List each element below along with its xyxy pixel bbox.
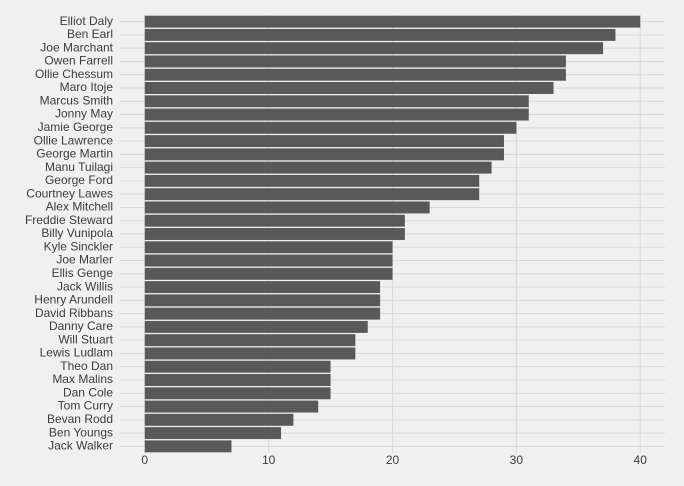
y-tick-label: Owen Farrell	[44, 54, 113, 68]
y-tick-label: Lewis Ludlam	[40, 346, 113, 360]
bar	[144, 201, 430, 214]
y-tick-label: Bevan Rodd	[47, 412, 113, 426]
y-tick-label: Alex Mitchell	[46, 200, 113, 214]
bar	[144, 241, 393, 254]
bar	[144, 55, 566, 68]
y-tick-label: Jonny May	[55, 107, 113, 121]
y-tick-label: Max Malins	[52, 372, 113, 386]
bar	[144, 427, 282, 440]
bar	[144, 267, 393, 280]
y-tick-label: Billy Vunipola	[41, 226, 113, 240]
y-tick-label: Ben Youngs	[49, 425, 113, 439]
bar	[144, 174, 480, 187]
bar	[144, 440, 232, 453]
bar	[144, 214, 405, 227]
bar	[144, 15, 641, 28]
x-tick-label: 0	[141, 453, 148, 467]
y-tick-label: Manu Tuilagi	[45, 160, 113, 174]
bar	[144, 148, 504, 161]
bar	[144, 121, 517, 134]
bar	[144, 68, 566, 81]
y-tick-label: Theo Dan	[60, 359, 113, 373]
bar	[144, 254, 393, 267]
y-tick-label: Will Stuart	[58, 332, 113, 346]
y-tick-label: Jamie George	[38, 120, 114, 134]
y-tick-label: Ollie Lawrence	[34, 133, 114, 147]
y-tick-label: Joe Marler	[56, 253, 113, 267]
y-tick-label: Elliot Daly	[60, 14, 113, 28]
y-tick-label: Henry Arundell	[34, 293, 113, 307]
bar	[144, 400, 319, 413]
bar	[144, 374, 331, 386]
x-tick-label: 20	[386, 453, 400, 467]
bar	[144, 228, 405, 240]
y-tick-label: Maro Itoje	[60, 80, 114, 94]
y-tick-label: Tom Curry	[58, 399, 113, 413]
bar	[144, 294, 381, 307]
bar	[144, 135, 504, 148]
y-tick-label: Freddie Steward	[25, 213, 113, 227]
bar	[144, 95, 529, 108]
y-tick-label: Jack Willis	[57, 279, 113, 293]
bar	[144, 334, 356, 347]
bar	[144, 82, 554, 94]
x-tick-label: 40	[634, 453, 648, 467]
y-tick-label: Kyle Sinckler	[44, 239, 113, 253]
y-tick-label: Ben Earl	[67, 27, 113, 41]
y-tick-label: Joe Marchant	[40, 40, 113, 54]
bar	[144, 42, 604, 55]
bar	[144, 28, 616, 41]
bar	[144, 108, 529, 121]
bar	[144, 161, 492, 174]
x-tick-label: 30	[510, 453, 524, 467]
y-tick-label: Danny Care	[49, 319, 113, 333]
y-tick-label: George Martin	[36, 147, 113, 161]
bar	[144, 307, 381, 320]
y-tick-label: Dan Cole	[63, 385, 113, 399]
y-tick-label: Courtney Lawes	[26, 186, 113, 200]
bar	[144, 320, 368, 333]
bar	[144, 347, 356, 360]
y-tick-label: David Ribbans	[35, 306, 113, 320]
bar	[144, 387, 331, 400]
bar	[144, 281, 381, 294]
y-tick-label: Marcus Smith	[40, 93, 113, 107]
y-tick-label: Ellis Genge	[52, 266, 114, 280]
bar	[144, 360, 331, 373]
bar	[144, 413, 294, 426]
y-tick-label: George Ford	[45, 173, 113, 187]
y-tick-label: Jack Walker	[48, 439, 113, 453]
y-tick-label: Ollie Chessum	[35, 67, 113, 81]
bar	[144, 188, 480, 201]
x-tick-label: 10	[262, 453, 276, 467]
